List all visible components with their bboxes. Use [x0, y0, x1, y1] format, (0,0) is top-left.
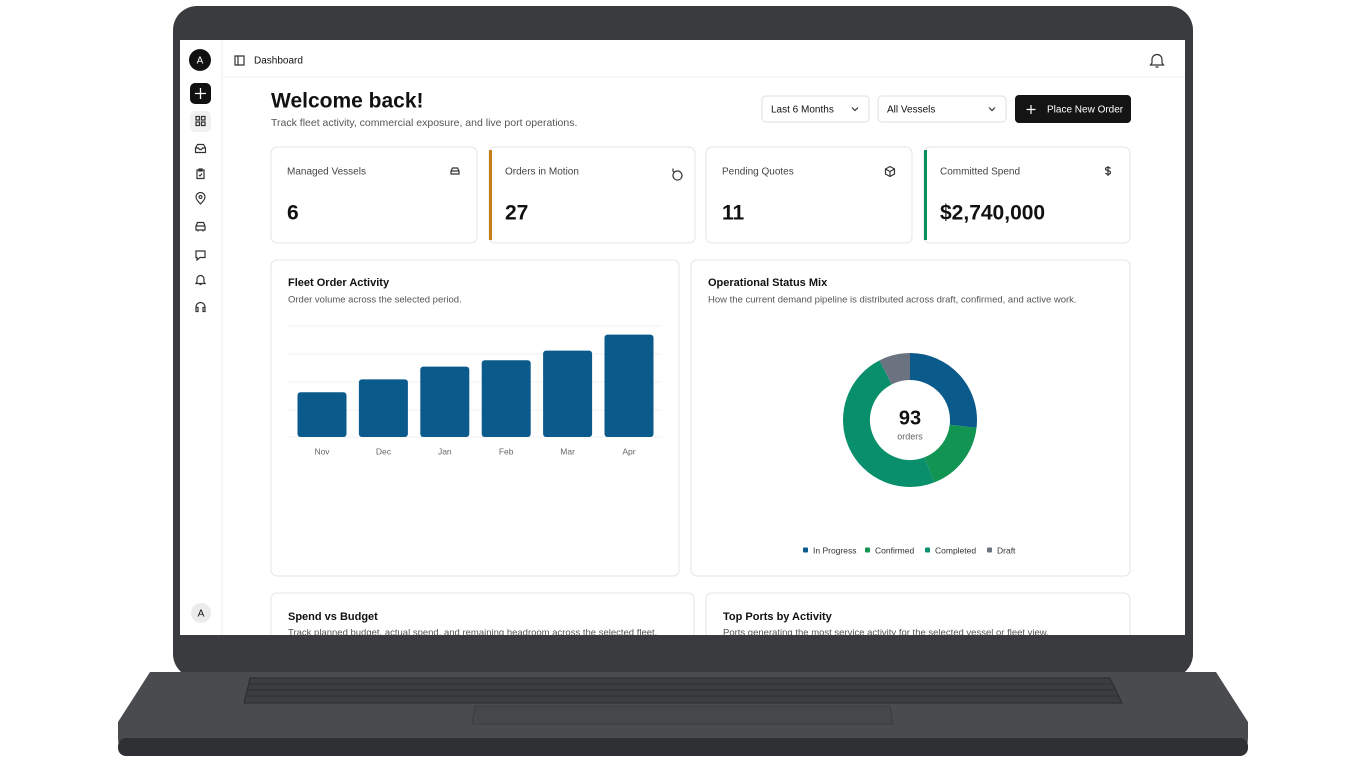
trackpad	[471, 705, 894, 725]
legend-swatch	[925, 547, 930, 553]
nav-glyph	[195, 115, 206, 127]
legend-swatch	[865, 547, 870, 553]
legend-label: In Progress	[813, 545, 856, 555]
primary-button-label: Place New Order	[1047, 105, 1124, 116]
avatar-letter: A	[197, 56, 204, 67]
panel-card	[705, 592, 1131, 635]
chart-title: Operational Status Mix	[708, 277, 828, 289]
nav-icon[interactable]	[195, 115, 206, 127]
user-avatar[interactable]	[191, 603, 211, 623]
chart-card	[270, 259, 680, 577]
primary-button[interactable]	[1015, 95, 1131, 123]
bar	[358, 379, 408, 437]
nav-glyph	[196, 168, 205, 180]
nav-icon[interactable]	[195, 301, 206, 313]
stat-card	[705, 146, 913, 244]
chart-subtitle: Order volume across the selected period.	[288, 295, 462, 306]
stat-label: Committed Spend	[940, 167, 1020, 178]
stat-icon	[450, 167, 460, 175]
bar	[420, 366, 470, 437]
filter-dropdown[interactable]	[761, 95, 870, 123]
legend-swatch	[987, 547, 992, 553]
panel-subtitle: Track planned budget, actual spend, and …	[288, 628, 657, 639]
bar	[604, 334, 654, 437]
stat-value: 11	[722, 202, 745, 225]
donut-segment	[879, 353, 911, 385]
filter-dropdown[interactable]	[877, 95, 1007, 123]
donut-segment	[909, 353, 977, 428]
stat-label: Managed Vessels	[287, 167, 366, 178]
plus-icon	[1026, 105, 1036, 114]
nav-icon[interactable]	[194, 274, 207, 286]
x-tick-label: Mar	[560, 446, 575, 456]
screen: A A Dashboard Welcome back! Track fleet acti…	[180, 40, 1185, 639]
stat-icon	[672, 168, 683, 181]
donut-segment	[923, 424, 977, 483]
stat-value: 6	[287, 202, 299, 225]
stat-icon	[884, 165, 896, 178]
panel-card	[270, 592, 695, 635]
breadcrumb: Dashboard	[254, 56, 303, 67]
bar	[543, 350, 593, 437]
stat-card	[488, 146, 696, 244]
keyboard	[243, 677, 1123, 704]
base-edge	[118, 738, 1248, 756]
page-title: Welcome back!	[271, 90, 424, 113]
donut-total: 93	[899, 407, 921, 429]
legend-label: Completed	[935, 545, 976, 555]
stat-card	[270, 146, 478, 244]
legend-label: Confirmed	[875, 545, 914, 555]
nav-icon[interactable]	[195, 221, 206, 232]
legend-label: Draft	[997, 545, 1016, 555]
nav-glyph	[195, 301, 206, 313]
x-tick-label: Apr	[622, 446, 635, 456]
panel-subtitle: Ports generating the most service activi…	[723, 628, 1049, 639]
nav-glyph	[194, 143, 207, 154]
donut-segment	[843, 360, 935, 487]
bar	[481, 360, 531, 437]
user-avatar-letter: A	[198, 609, 205, 620]
filter-label: Last 6 Months	[771, 105, 834, 116]
x-tick-label: Nov	[314, 446, 330, 456]
keyboard-rows	[246, 683, 1118, 697]
stat-label: Orders in Motion	[505, 167, 579, 178]
x-tick-label: Dec	[376, 446, 392, 456]
panel-title: Spend vs Budget	[288, 611, 378, 623]
stat-icon	[1104, 166, 1112, 176]
stat-value: 27	[505, 202, 528, 225]
chevron	[851, 107, 859, 112]
chart-card	[690, 259, 1131, 577]
bell-icon[interactable]	[1149, 53, 1165, 68]
page-subtitle: Track fleet activity, commercial exposur…	[271, 117, 577, 129]
bar	[297, 392, 347, 437]
donut-total-label: orders	[897, 431, 923, 441]
stat-value: $2,740,000	[940, 202, 1045, 225]
panel-title: Top Ports by Activity	[723, 611, 833, 623]
sidebar-toggle[interactable]	[234, 55, 245, 66]
chart-title: Fleet Order Activity	[288, 277, 390, 289]
x-tick-label: Feb	[499, 446, 514, 456]
nav-active[interactable]	[190, 111, 211, 132]
nav-icon[interactable]	[196, 168, 205, 180]
avatar	[189, 49, 211, 71]
nav-glyph	[195, 250, 206, 262]
plus-icon	[195, 88, 206, 99]
legend-swatch	[803, 547, 808, 553]
chart-subtitle: How the current demand pipeline is distr…	[708, 295, 1077, 306]
filter-label: All Vessels	[887, 105, 935, 116]
nav-glyph	[194, 274, 207, 286]
nav-icon[interactable]	[195, 250, 206, 262]
nav-glyph	[195, 221, 206, 232]
stat-card	[923, 146, 1131, 244]
chevron	[988, 107, 996, 112]
stat-label: Pending Quotes	[722, 167, 794, 178]
x-tick-label: Jan	[438, 446, 452, 456]
nav-glyph	[195, 191, 206, 205]
nav-icon[interactable]	[194, 143, 207, 154]
nav-icon[interactable]	[195, 191, 206, 205]
